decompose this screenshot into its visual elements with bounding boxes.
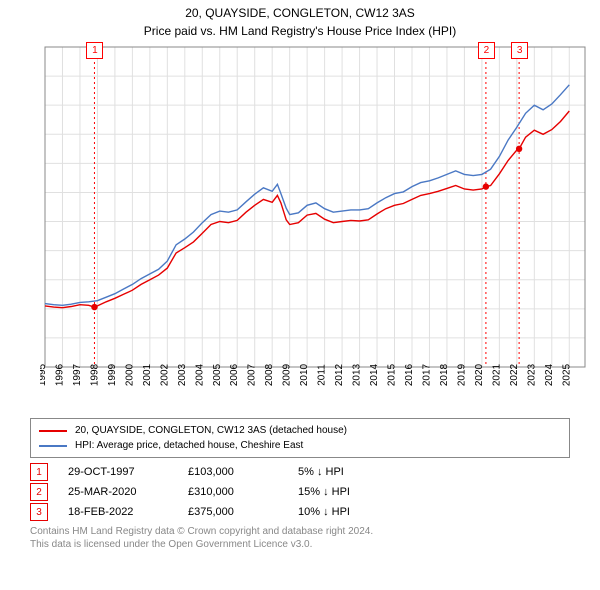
svg-text:2002: 2002 xyxy=(159,363,170,386)
event-delta: 15% ↓ HPI xyxy=(298,486,418,498)
legend-box: 20, QUAYSIDE, CONGLETON, CW12 3AS (detac… xyxy=(30,418,570,458)
svg-text:2012: 2012 xyxy=(334,363,345,386)
svg-text:2003: 2003 xyxy=(177,363,188,386)
event-date: 29-OCT-1997 xyxy=(68,466,188,478)
svg-text:2021: 2021 xyxy=(491,363,502,386)
svg-text:1995: 1995 xyxy=(40,363,48,386)
legend-swatch xyxy=(39,445,67,447)
event-row: 1 29-OCT-1997£103,0005% ↓ HPI xyxy=(30,462,570,482)
footer-attribution: Contains HM Land Registry data © Crown c… xyxy=(30,526,570,551)
event-price: £103,000 xyxy=(188,466,298,478)
svg-text:2015: 2015 xyxy=(387,363,398,386)
svg-text:2005: 2005 xyxy=(212,363,223,386)
svg-text:2008: 2008 xyxy=(264,363,275,386)
event-price: £375,000 xyxy=(188,506,298,518)
event-marker: 3 xyxy=(30,503,48,521)
chart-title-line1: 20, QUAYSIDE, CONGLETON, CW12 3AS xyxy=(0,0,600,20)
event-date: 18-FEB-2022 xyxy=(68,506,188,518)
legend-item: 20, QUAYSIDE, CONGLETON, CW12 3AS (detac… xyxy=(39,423,561,438)
svg-text:2007: 2007 xyxy=(247,363,258,386)
chart-title-line2: Price paid vs. HM Land Registry's House … xyxy=(0,20,600,42)
chart-plot-area: £0£50K£100K£150K£200K£250K£300K£350K£400… xyxy=(40,42,600,412)
event-delta: 10% ↓ HPI xyxy=(298,506,418,518)
event-marker: 2 xyxy=(30,483,48,501)
svg-text:1997: 1997 xyxy=(72,363,83,386)
svg-text:2024: 2024 xyxy=(544,363,555,386)
line-chart-svg: £0£50K£100K£150K£200K£250K£300K£350K£400… xyxy=(40,42,600,412)
chart-marker-3: 3 xyxy=(511,42,528,59)
svg-text:1996: 1996 xyxy=(54,363,65,386)
events-table: 1 29-OCT-1997£103,0005% ↓ HPI 2 25-MAR-2020… xyxy=(30,462,570,522)
footer-line1: Contains HM Land Registry data © Crown c… xyxy=(30,526,570,539)
svg-text:2009: 2009 xyxy=(282,363,293,386)
svg-text:2018: 2018 xyxy=(439,363,450,386)
legend-label: 20, QUAYSIDE, CONGLETON, CW12 3AS (detac… xyxy=(75,425,347,436)
svg-text:2001: 2001 xyxy=(142,363,153,386)
svg-text:2014: 2014 xyxy=(369,363,380,386)
event-row: 2 25-MAR-2020£310,00015% ↓ HPI xyxy=(30,482,570,502)
svg-text:2011: 2011 xyxy=(317,364,328,386)
svg-text:2010: 2010 xyxy=(299,363,310,386)
event-row: 3 18-FEB-2022£375,00010% ↓ HPI xyxy=(30,502,570,522)
svg-text:2020: 2020 xyxy=(474,363,485,386)
chart-marker-2: 2 xyxy=(478,42,495,59)
svg-text:2013: 2013 xyxy=(352,363,363,386)
event-date: 25-MAR-2020 xyxy=(68,486,188,498)
footer-line2: This data is licensed under the Open Gov… xyxy=(30,539,570,552)
svg-text:2000: 2000 xyxy=(124,363,135,386)
svg-text:2019: 2019 xyxy=(456,363,467,386)
svg-text:2017: 2017 xyxy=(421,363,432,386)
legend-label: HPI: Average price, detached house, Ches… xyxy=(75,440,303,451)
event-delta: 5% ↓ HPI xyxy=(298,466,418,478)
svg-text:2016: 2016 xyxy=(404,363,415,386)
legend-item: HPI: Average price, detached house, Ches… xyxy=(39,438,561,453)
svg-text:2004: 2004 xyxy=(194,363,205,386)
legend-swatch xyxy=(39,430,67,432)
chart-marker-1: 1 xyxy=(86,42,103,59)
svg-text:2025: 2025 xyxy=(561,363,572,386)
event-price: £310,000 xyxy=(188,486,298,498)
event-marker: 1 xyxy=(30,463,48,481)
svg-text:1998: 1998 xyxy=(89,363,100,386)
svg-text:1999: 1999 xyxy=(107,363,118,386)
svg-text:2022: 2022 xyxy=(509,363,520,386)
svg-text:2006: 2006 xyxy=(229,363,240,386)
svg-text:2023: 2023 xyxy=(526,363,537,386)
